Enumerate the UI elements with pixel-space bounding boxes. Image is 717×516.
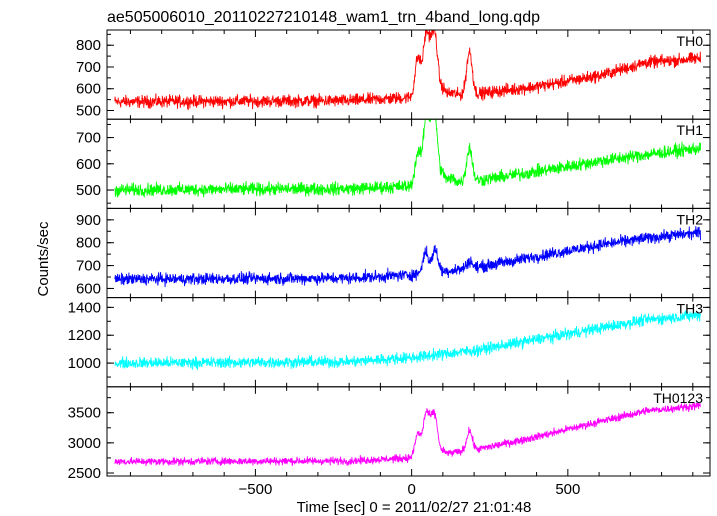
panel-frame: [106, 29, 711, 120]
y-tick-label: 3500: [68, 405, 101, 422]
series-line-th3: [114, 310, 701, 370]
panel-th1: 500 600 700 TH1: [76, 118, 711, 209]
y-tick-label: 1000: [68, 355, 101, 372]
y-axis-label: Counts/sec: [35, 221, 52, 297]
y-tick-label: 1200: [68, 327, 101, 344]
series-line-th0: [114, 30, 701, 111]
panel-label-th0123: TH0123: [653, 390, 703, 406]
series-line-th1: [114, 119, 701, 198]
panels-group: 500 600 700 800 TH0 500 600 700 TH1 600 700 800 900 T…: [68, 29, 711, 482]
x-tick-label: 500: [555, 481, 580, 498]
y-tick-label: 800: [76, 235, 101, 252]
panel-label-th3: TH3: [677, 301, 704, 317]
y-tick-label: 600: [76, 81, 101, 98]
panel-frame: [106, 297, 711, 388]
series-line-th0123: [114, 402, 701, 467]
panel-th3: 1000 1200 1400 TH3: [68, 297, 711, 388]
x-tick-labels: −500 0 500: [239, 481, 581, 498]
panel-frame: [106, 386, 711, 477]
x-tick-label: −500: [239, 481, 273, 498]
panel-th0: 500 600 700 800 TH0: [76, 29, 711, 120]
panel-label-th2: TH2: [677, 211, 704, 227]
panel-frame: [106, 207, 711, 299]
x-tick-label: 0: [407, 481, 415, 498]
series-line-th2: [114, 226, 701, 288]
panel-label-th0: TH0: [677, 33, 704, 49]
panel-frame: [106, 118, 711, 209]
y-tick-label: 700: [76, 59, 101, 76]
panel-th0123: 2500 3000 3500 TH0123: [68, 386, 711, 482]
y-tick-label: 1400: [68, 299, 101, 316]
y-tick-label: 500: [76, 182, 101, 199]
y-tick-label: 600: [76, 280, 101, 297]
chart-title: ae505006010_20110227210148_wam1_trn_4ban…: [107, 9, 540, 26]
y-tick-label: 3000: [68, 435, 101, 452]
panel-label-th1: TH1: [677, 122, 704, 138]
y-tick-label: 2500: [68, 465, 101, 482]
y-tick-label: 700: [76, 130, 101, 147]
y-tick-label: 900: [76, 212, 101, 229]
y-tick-label: 600: [76, 156, 101, 173]
y-tick-label: 500: [76, 102, 101, 119]
y-tick-label: 800: [76, 37, 101, 54]
x-axis-label: Time [sec] 0 = 2011/02/27 21:01:48: [297, 499, 532, 516]
panel-th2: 600 700 800 900 TH2: [76, 207, 711, 299]
y-tick-label: 700: [76, 258, 101, 275]
